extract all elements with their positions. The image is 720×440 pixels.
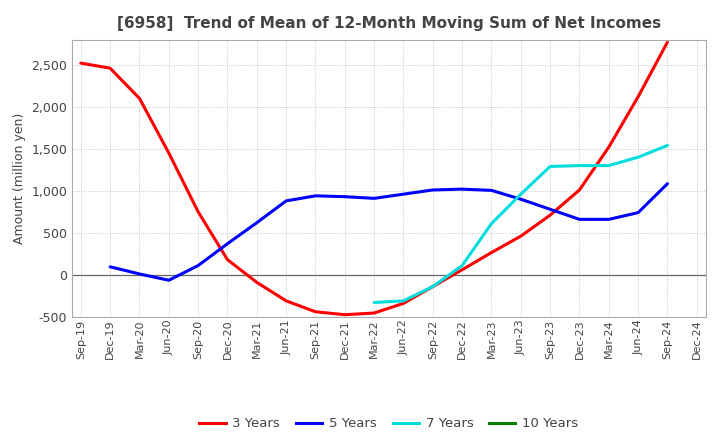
3 Years	[487, 250, 496, 255]
Title: [6958]  Trend of Mean of 12-Month Moving Sum of Net Incomes: [6958] Trend of Mean of 12-Month Moving …	[117, 16, 661, 32]
Line: 3 Years: 3 Years	[81, 42, 667, 315]
3 Years	[458, 267, 467, 272]
3 Years	[575, 187, 584, 193]
7 Years	[575, 163, 584, 168]
5 Years	[164, 278, 173, 283]
5 Years	[458, 187, 467, 192]
Line: 5 Years: 5 Years	[110, 183, 667, 280]
7 Years	[663, 143, 672, 148]
5 Years	[106, 264, 114, 269]
7 Years	[487, 221, 496, 226]
5 Years	[516, 197, 525, 202]
5 Years	[370, 196, 379, 201]
5 Years	[605, 217, 613, 222]
3 Years	[663, 40, 672, 45]
3 Years	[223, 257, 232, 262]
5 Years	[428, 187, 437, 193]
3 Years	[164, 150, 173, 156]
5 Years	[223, 241, 232, 246]
5 Years	[253, 220, 261, 225]
7 Years	[428, 284, 437, 289]
3 Years	[428, 284, 437, 289]
5 Years	[663, 181, 672, 186]
3 Years	[634, 94, 642, 99]
7 Years	[605, 163, 613, 168]
3 Years	[399, 301, 408, 306]
3 Years	[311, 309, 320, 315]
7 Years	[370, 300, 379, 305]
3 Years	[106, 66, 114, 71]
Legend: 3 Years, 5 Years, 7 Years, 10 Years: 3 Years, 5 Years, 7 Years, 10 Years	[194, 412, 583, 436]
7 Years	[399, 298, 408, 304]
3 Years	[370, 310, 379, 315]
3 Years	[341, 312, 349, 317]
Line: 7 Years: 7 Years	[374, 146, 667, 303]
3 Years	[253, 280, 261, 285]
7 Years	[516, 191, 525, 197]
7 Years	[458, 263, 467, 268]
5 Years	[487, 188, 496, 193]
7 Years	[634, 154, 642, 160]
5 Years	[282, 198, 290, 204]
3 Years	[605, 144, 613, 150]
3 Years	[516, 234, 525, 239]
5 Years	[634, 210, 642, 215]
3 Years	[135, 96, 144, 101]
5 Years	[399, 191, 408, 197]
5 Years	[135, 271, 144, 277]
3 Years	[546, 213, 554, 218]
5 Years	[194, 263, 202, 268]
5 Years	[341, 194, 349, 199]
3 Years	[76, 60, 85, 66]
3 Years	[194, 209, 202, 214]
5 Years	[311, 193, 320, 198]
7 Years	[546, 164, 554, 169]
5 Years	[575, 217, 584, 222]
5 Years	[546, 207, 554, 212]
3 Years	[282, 298, 290, 304]
Y-axis label: Amount (million yen): Amount (million yen)	[13, 113, 26, 244]
